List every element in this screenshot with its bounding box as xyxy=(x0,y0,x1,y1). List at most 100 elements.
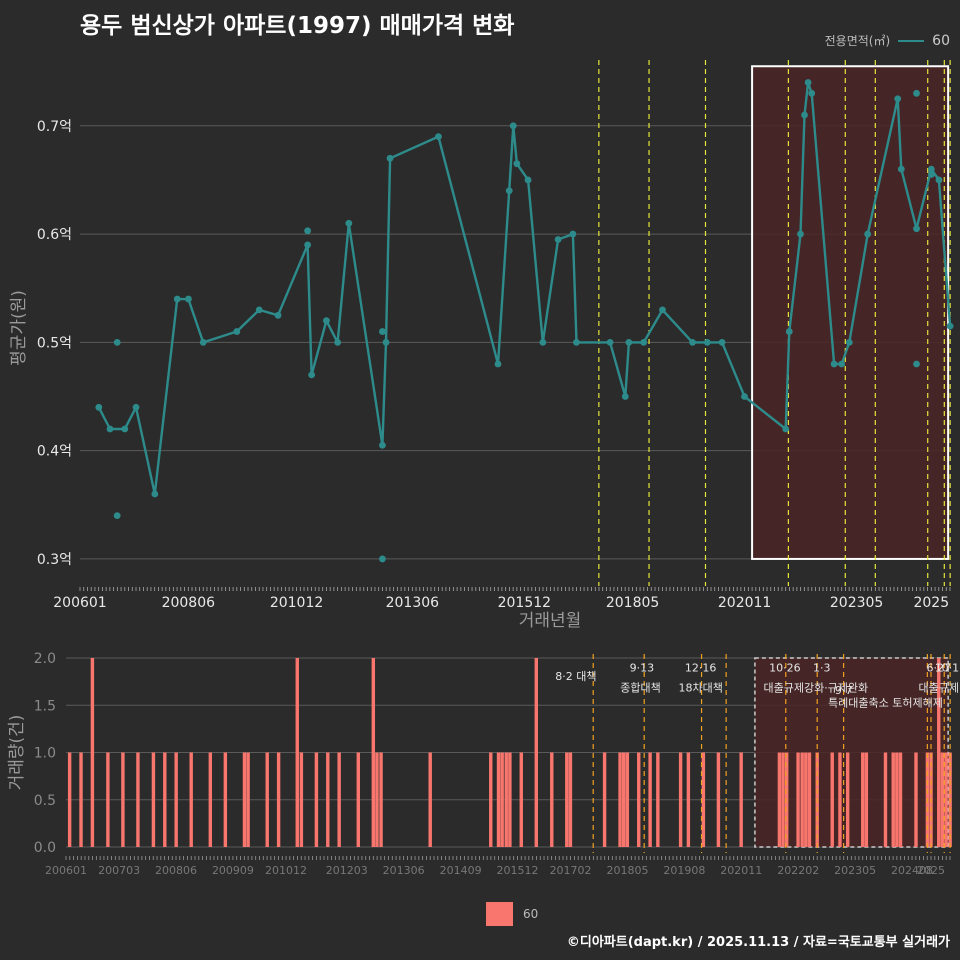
volume-bar xyxy=(337,752,341,847)
volume-bar xyxy=(314,752,319,847)
price-point xyxy=(830,360,838,368)
policy-annotation: 대출규제 xyxy=(919,681,959,694)
volume-bar xyxy=(625,752,630,847)
price-point xyxy=(505,187,513,195)
price-point xyxy=(345,219,353,227)
price-point xyxy=(801,111,808,119)
price-point xyxy=(569,230,577,238)
volume-bar xyxy=(686,752,691,847)
volume-bar xyxy=(838,752,842,847)
volume-bar xyxy=(550,752,554,847)
price-point xyxy=(718,338,726,346)
y-tick-label: 0.7억 xyxy=(37,119,72,135)
price-line-chart: 0.3억 0.4억 0.5억 0.6억 0.7억 200601 200806 201012 20… xyxy=(9,60,954,631)
volume-bar xyxy=(489,752,493,847)
price-point xyxy=(509,122,517,130)
price-point xyxy=(804,79,812,86)
volume-bar xyxy=(67,752,72,847)
highlight-period-box xyxy=(751,65,950,560)
volume-bar xyxy=(944,752,948,847)
volume-bar xyxy=(496,752,501,847)
price-point xyxy=(113,512,121,520)
volume-bar xyxy=(223,752,228,847)
price-point xyxy=(304,227,312,235)
volume-bar xyxy=(519,752,523,847)
price-point xyxy=(606,338,614,346)
price-point xyxy=(782,425,790,433)
volume-bar xyxy=(716,752,721,847)
price-point xyxy=(255,306,263,314)
price-point xyxy=(703,338,711,346)
legend-series-label: 60 xyxy=(932,32,950,49)
volume-bar xyxy=(618,752,622,847)
volume-bar xyxy=(804,752,808,847)
price-point xyxy=(274,311,282,319)
price-point xyxy=(304,241,312,249)
price-point xyxy=(897,165,905,173)
policy-annotation: 10·26 xyxy=(769,661,801,674)
x-tick-label: 201012 xyxy=(265,864,307,877)
price-point xyxy=(927,171,935,178)
policy-annotation: 종합대책 xyxy=(620,681,660,694)
price-point xyxy=(554,236,562,243)
y-tick-label: 0.5억 xyxy=(37,335,72,351)
policy-annotation: 특례대출축소 토허제해제 xyxy=(828,695,943,709)
volume-bar xyxy=(565,752,569,847)
volume-bar xyxy=(163,752,167,847)
price-point xyxy=(185,295,192,303)
x-axis-label: 거래년월 xyxy=(519,611,582,631)
price-point xyxy=(379,328,386,335)
y-tick-label: 0.6억 xyxy=(37,227,72,243)
volume-bar xyxy=(807,752,812,847)
volume-bar-chart: 8·2 대책 9·13 종합대책 12·16 18차대책 10·26 1·3 대출규제강화·규… xyxy=(7,651,959,877)
y-tick-label: 2.0 xyxy=(34,651,56,667)
volume-bar xyxy=(295,658,299,847)
price-point xyxy=(95,403,103,411)
volume-bar xyxy=(701,752,706,847)
y-tick-label: 0.5 xyxy=(34,793,56,809)
volume-bar xyxy=(861,752,865,847)
x-tick-label: 201203 xyxy=(326,864,368,877)
y-axis-label: 거래량(건) xyxy=(7,715,27,791)
volume-bar xyxy=(883,752,888,847)
x-tick-label: 201702 xyxy=(550,864,592,877)
volume-bar xyxy=(845,752,850,847)
x-tick-label: 202011 xyxy=(720,864,762,877)
volume-bar xyxy=(568,752,573,847)
x-tick-label: 201512 xyxy=(498,595,551,611)
volume-bar xyxy=(246,752,250,847)
price-point xyxy=(121,425,129,433)
x-tick-label: 201409 xyxy=(440,864,482,877)
price-point xyxy=(640,338,648,346)
policy-annotation: 9·13 xyxy=(630,661,655,674)
price-point xyxy=(379,441,386,449)
y-tick-label: 0.0 xyxy=(34,840,56,856)
price-point xyxy=(323,317,330,325)
x-tick-label: 2025 xyxy=(913,595,949,611)
volume-bar xyxy=(189,752,193,847)
chart-title: 용두 범신상가 아파트(1997) 매매가격 변화 xyxy=(80,13,515,39)
volume-bar xyxy=(375,752,379,847)
volume-bar xyxy=(800,752,804,847)
volume-bar xyxy=(895,752,899,847)
legend-bottom-label: 60 xyxy=(523,907,539,921)
volume-bar xyxy=(208,752,213,847)
price-point xyxy=(386,154,394,162)
volume-bar xyxy=(242,752,247,847)
policy-annotation: 12·16 xyxy=(685,661,717,674)
volume-bar xyxy=(940,752,945,847)
x-tick-label: 201805 xyxy=(606,595,659,611)
x-tick-label: 2025 xyxy=(917,864,945,877)
price-point xyxy=(494,360,502,368)
x-tick-label: 202011 xyxy=(718,595,771,611)
volume-bar xyxy=(656,752,660,847)
x-tick-label: 201805 xyxy=(606,864,648,877)
volume-bar xyxy=(898,752,903,847)
legend-line-swatch xyxy=(898,39,925,42)
volume-bar xyxy=(796,752,800,847)
price-point xyxy=(379,555,386,563)
volume-bar xyxy=(781,752,785,847)
x-tick-label: 202408 xyxy=(891,864,933,877)
volume-bar xyxy=(356,752,360,847)
x-tick-label: 200601 xyxy=(45,864,87,877)
